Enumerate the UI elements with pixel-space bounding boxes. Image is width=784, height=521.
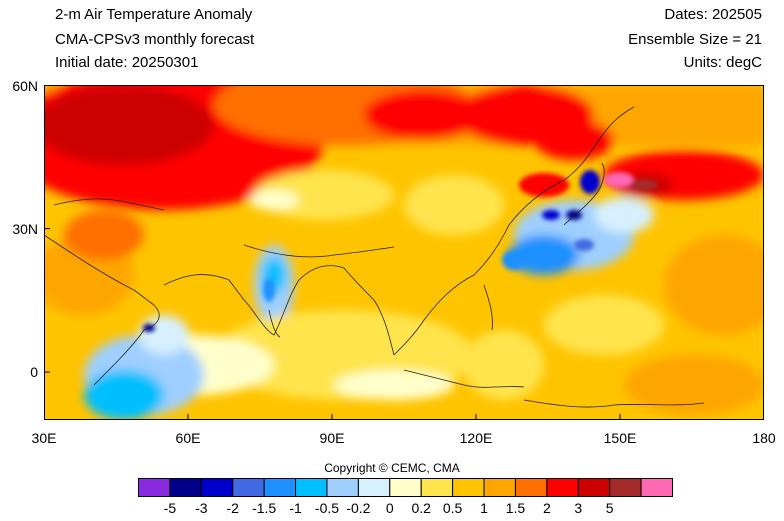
colorbar-label: 0 (385, 500, 394, 516)
colorbar-box (514, 478, 548, 497)
colorbar-box (138, 478, 171, 497)
copyright: Copyright © CEMC, CMA (324, 461, 460, 475)
colorbar-box (389, 478, 422, 497)
model-label: CMA-CPSv3 monthly forecast (55, 31, 255, 48)
colorbar-box (483, 478, 516, 497)
lon-tick-120e: 120E (459, 430, 493, 446)
lat-tick-30n: 30N (12, 221, 38, 237)
colorbar-label: 0.2 (411, 500, 431, 516)
coastlines (44, 106, 705, 408)
colorbar-label: 0.5 (442, 500, 463, 516)
lon-tick-60e: 60E (175, 430, 201, 446)
anomaly-field (44, 85, 764, 420)
colorbar-box (326, 478, 359, 497)
init-date: Initial date: 20250301 (55, 54, 199, 71)
colorbar-label: 1.5 (505, 500, 526, 516)
colorbar-label: -2 (226, 500, 239, 516)
colorbar-label: -0.5 (314, 500, 340, 516)
colorbar-box (577, 478, 611, 497)
colorbar-label: -0.2 (346, 500, 371, 516)
lon-tick-30e: 30E (31, 430, 57, 446)
colorbar (138, 478, 673, 497)
colorbar-box (357, 478, 391, 497)
lon-tick-90e: 90E (319, 430, 345, 446)
axis-ticks (44, 85, 621, 420)
lon-tick-150e: 150E (603, 430, 637, 446)
colorbar-box (420, 478, 454, 497)
dates-label: Dates: 202505 (664, 6, 762, 23)
colorbar-label: -5 (163, 500, 177, 516)
colorbar-label: 3 (574, 500, 583, 516)
colorbar-box (263, 478, 297, 497)
colorbar-box (200, 478, 234, 497)
units-label: Units: degC (683, 54, 762, 71)
colorbar-box (295, 478, 328, 497)
ensemble-size: Ensemble Size = 21 (628, 31, 762, 48)
colorbar-box (546, 478, 579, 497)
anomaly-map (44, 85, 764, 420)
lat-tick-0: 0 (30, 364, 38, 380)
colorbar-box (169, 478, 202, 497)
colorbar-box (640, 478, 673, 497)
map-border (44, 85, 764, 420)
colorbar-label: 2 (542, 500, 551, 516)
colorbar-box (452, 478, 485, 497)
lon-tick-180: 180 (752, 430, 776, 446)
colorbar-box (232, 478, 265, 497)
colorbar-label: -3 (195, 500, 208, 516)
lat-tick-60n: 60N (12, 78, 38, 94)
colorbar-label: -1.5 (252, 500, 277, 516)
colorbar-label: 5 (605, 500, 614, 516)
colorbar-box (609, 478, 642, 497)
colorbar-label: 1 (480, 500, 488, 516)
title: 2-m Air Temperature Anomaly (55, 6, 253, 23)
colorbar-label: -1 (289, 500, 302, 516)
